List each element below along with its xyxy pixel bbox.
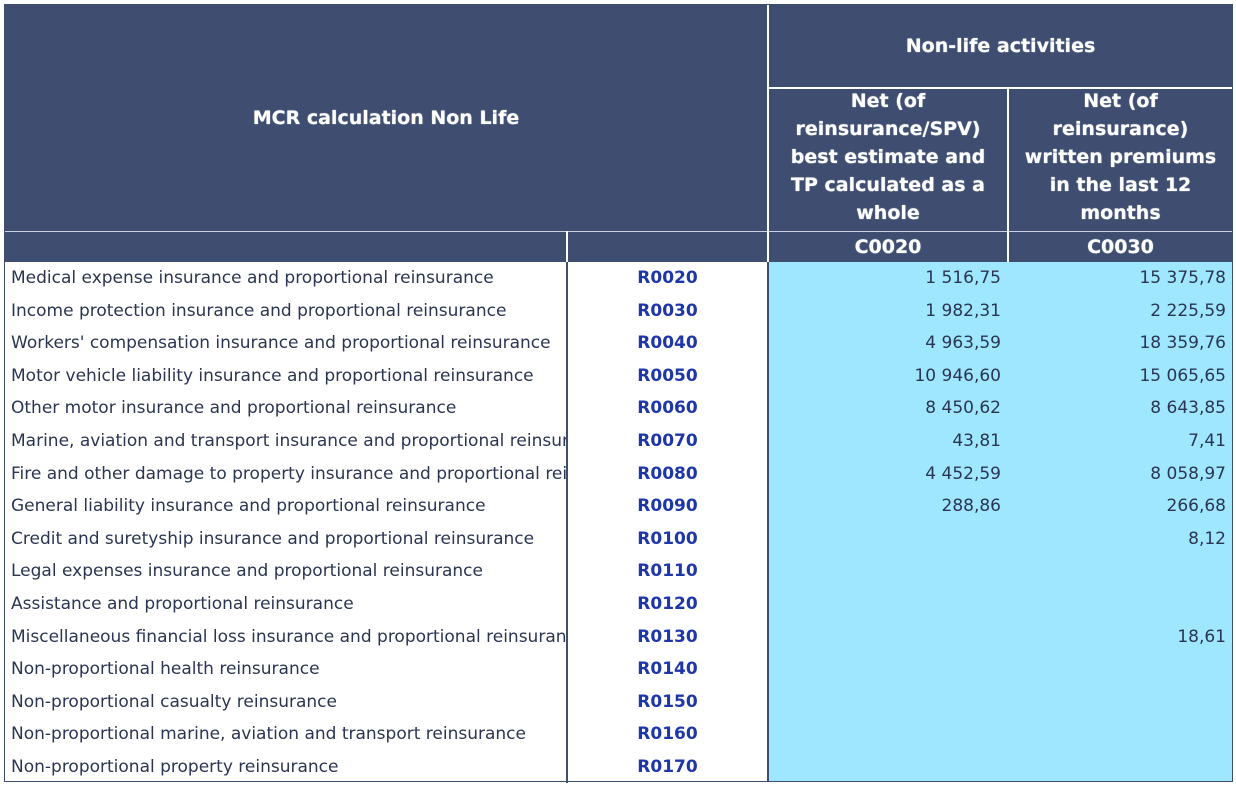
value-c0030: 18 359,76 [1139, 333, 1226, 354]
row-code: R0020 [637, 268, 698, 288]
row-code: R0060 [637, 398, 698, 419]
value-c0030: 8 058,97 [1150, 463, 1226, 484]
value-c0030 [1007, 718, 1232, 751]
value-c0030 [1007, 653, 1232, 686]
row-code: R0080 [637, 463, 698, 484]
value-c0020 [769, 588, 1007, 621]
value-c0030 [1007, 555, 1232, 588]
label-column-divider [566, 262, 568, 783]
table-title: MCR calculation Non Life [5, 5, 767, 231]
value-c0020: 1 982,31 [925, 300, 1001, 321]
row-code: R0140 [637, 659, 698, 680]
value-c0030 [1007, 686, 1232, 719]
group-header-non-life-activities: Non-life activities [767, 5, 1232, 87]
row-label: Motor vehicle liability insurance and pr… [11, 365, 534, 386]
column-header-c0030: Net (of reinsurance) written premiums in… [1007, 87, 1232, 231]
value-c0020: 10 946,60 [914, 365, 1001, 386]
value-c0030: 15 065,65 [1139, 365, 1226, 386]
value-c0020 [769, 653, 1007, 686]
value-c0020 [769, 621, 1007, 654]
row-code: R0160 [637, 724, 698, 745]
mcr-table: MCR calculation Non Life Non-life activi… [4, 4, 1233, 784]
header-code-row-left [5, 231, 767, 262]
row-label: Income protection insurance and proporti… [11, 300, 507, 321]
column-header-c0020: Net (of reinsurance/SPV) best estimate a… [767, 87, 1007, 231]
value-c0020: 4 452,59 [925, 463, 1001, 484]
header-code-row-divider [566, 231, 568, 262]
row-label: Marine, aviation and transport insurance… [11, 431, 566, 451]
value-c0030 [1007, 588, 1232, 621]
row-label: Non-proportional property reinsurance [11, 757, 339, 777]
row-label: Other motor insurance and proportional r… [11, 398, 457, 419]
value-c0030: 8 643,85 [1150, 398, 1226, 419]
row-label: Workers' compensation insurance and prop… [11, 333, 551, 354]
value-c0020: 4 963,59 [925, 333, 1001, 354]
value-c0030: 8,12 [1188, 528, 1226, 549]
value-c0020 [769, 751, 1007, 784]
value-c0020: 8 450,62 [925, 398, 1001, 419]
row-code: R0040 [637, 333, 698, 354]
row-code: R0110 [637, 561, 698, 582]
value-c0020 [769, 718, 1007, 751]
value-c0020: 288,86 [941, 496, 1001, 517]
row-code: R0170 [637, 757, 698, 777]
value-c0020 [769, 523, 1007, 556]
row-label: Non-proportional health reinsurance [11, 659, 320, 680]
value-c0030 [1007, 751, 1232, 784]
row-label: Assistance and proportional reinsurance [11, 594, 354, 614]
row-code: R0130 [637, 626, 698, 647]
value-c0020 [769, 555, 1007, 588]
value-c0030: 2 225,59 [1150, 300, 1226, 321]
row-label: Credit and suretyship insurance and prop… [11, 528, 535, 549]
value-c0030: 266,68 [1166, 496, 1226, 517]
value-c0030: 7,41 [1188, 431, 1226, 451]
row-code: R0150 [637, 691, 698, 712]
value-c0020: 43,81 [952, 431, 1001, 451]
column-code-c0020: C0020 [767, 231, 1007, 262]
row-label: Miscellaneous financial loss insurance a… [11, 626, 566, 647]
value-c0030: 15 375,78 [1139, 268, 1226, 288]
row-label: Non-proportional marine, aviation and tr… [11, 724, 526, 745]
row-code: R0090 [637, 496, 698, 517]
row-code: R0050 [637, 365, 698, 386]
column-code-c0030: C0030 [1007, 231, 1232, 262]
row-code: R0120 [637, 594, 698, 614]
value-c0030: 18,61 [1177, 626, 1226, 647]
value-area [767, 262, 1232, 781]
row-code: R0070 [637, 431, 698, 451]
value-c0020: 1 516,75 [925, 268, 1001, 288]
row-label: Non-proportional casualty reinsurance [11, 691, 337, 712]
row-label: General liability insurance and proporti… [11, 496, 486, 517]
row-label: Medical expense insurance and proportion… [11, 268, 494, 288]
value-c0020 [769, 686, 1007, 719]
row-label: Legal expenses insurance and proportiona… [11, 561, 483, 582]
row-label: Fire and other damage to property insura… [11, 463, 566, 484]
row-code: R0100 [637, 528, 698, 549]
row-code: R0030 [637, 300, 698, 321]
